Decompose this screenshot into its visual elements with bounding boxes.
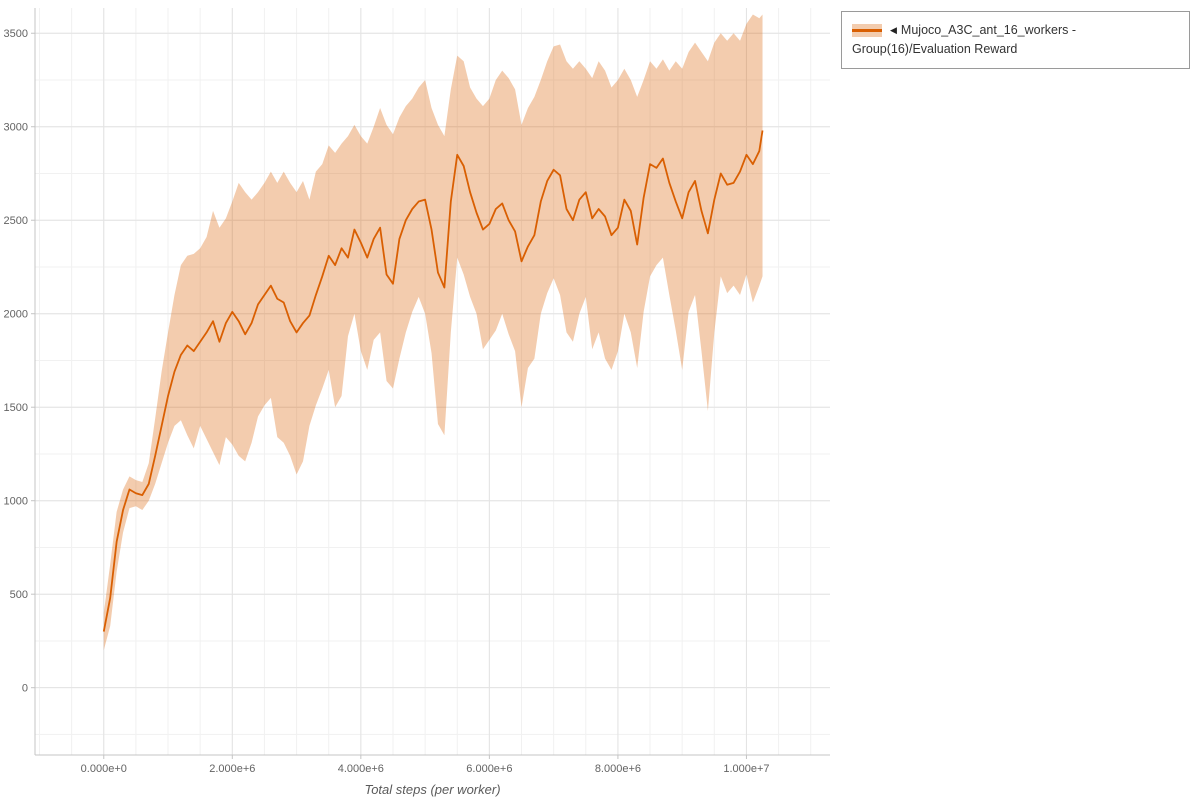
y-tick-label: 2000 bbox=[4, 309, 28, 321]
x-tick-label: 8.000e+6 bbox=[595, 763, 641, 775]
y-tick-label: 1500 bbox=[4, 402, 28, 414]
y-tick-label: 3500 bbox=[4, 28, 28, 40]
x-axis-title: Total steps (per worker) bbox=[364, 782, 501, 797]
x-tick-label: 4.000e+6 bbox=[338, 763, 384, 775]
legend-collapse-marker-icon: ◀ bbox=[890, 25, 897, 35]
y-tick-label: 0 bbox=[22, 683, 28, 695]
x-tick-label: 2.000e+6 bbox=[209, 763, 255, 775]
legend-label: Mujoco_A3C_ant_16_workers - Group(16)/Ev… bbox=[852, 23, 1077, 57]
y-tick-label: 500 bbox=[10, 589, 28, 601]
confidence-band bbox=[103, 14, 763, 651]
x-tick-label: 0.000e+0 bbox=[81, 763, 127, 775]
mean-line bbox=[102, 130, 764, 632]
y-tick-label: 2500 bbox=[4, 215, 28, 227]
x-tick-label: 1.000e+7 bbox=[723, 763, 769, 775]
x-tick-label: 6.000e+6 bbox=[466, 763, 512, 775]
y-tick-label: 1000 bbox=[4, 496, 28, 508]
legend: ◀ Mujoco_A3C_ant_16_workers - Group(16)/E… bbox=[841, 11, 1190, 69]
legend-swatch-line bbox=[852, 29, 882, 32]
y-tick-label: 3000 bbox=[4, 122, 28, 134]
legend-swatch-evaluation-reward bbox=[852, 24, 882, 37]
